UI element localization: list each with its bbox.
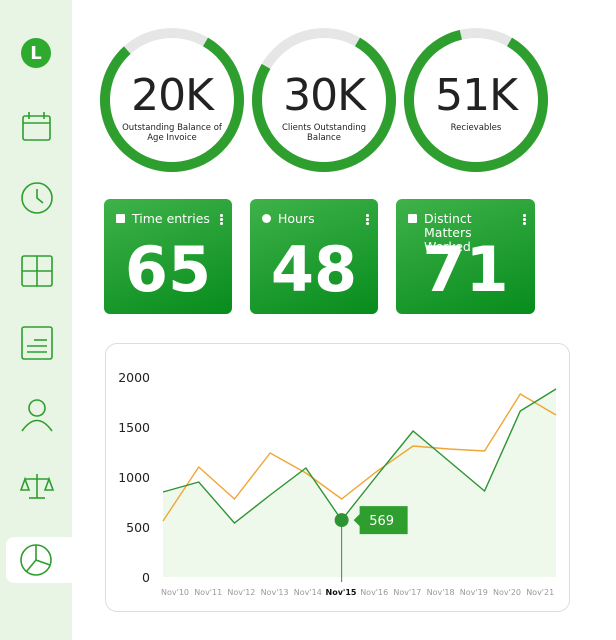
card-icon	[408, 214, 417, 223]
logo[interactable]	[21, 38, 51, 68]
card-icon	[262, 214, 271, 223]
x-tick-label: Nov'15	[326, 588, 357, 597]
gauge-label: Clients Outstanding Balance	[281, 123, 367, 143]
x-tick-label: Nov'11	[194, 588, 222, 597]
active-item[interactable]	[6, 537, 78, 583]
series-line	[162, 388, 557, 524]
logo-text: L	[30, 43, 41, 64]
tooltip	[353, 506, 408, 535]
user-icon[interactable]	[21, 399, 53, 432]
gauge-value: 51K	[435, 70, 518, 121]
card-value: 71	[422, 233, 509, 306]
gauge-value: 20K	[131, 70, 214, 121]
gauge-arc	[252, 28, 396, 172]
x-tick-label: Nov'19	[460, 588, 488, 597]
card-value: 65	[124, 233, 212, 306]
series-line	[162, 393, 557, 522]
stat-card: Time entries 65	[104, 199, 232, 314]
gauge-value: 30K	[283, 70, 366, 121]
y-tick-label: 1000	[118, 470, 150, 485]
y-tick-label: 1500	[118, 420, 150, 435]
gauges	[100, 28, 548, 172]
y-tick-label: 500	[126, 520, 150, 535]
x-tick-label: Nov'17	[393, 588, 421, 597]
chart-icon	[20, 544, 52, 576]
y-tick-label: 0	[142, 570, 150, 585]
stat-card: Distinct Matters Worked 71	[396, 199, 535, 314]
stat-card: Hours 48	[250, 199, 378, 314]
card-value: 48	[270, 233, 358, 306]
calendar-icon[interactable]	[22, 112, 51, 141]
y-tick-label: 2000	[118, 370, 150, 385]
card-menu[interactable]	[523, 214, 526, 226]
gauge-label: Outstanding Balance of Age Invoice	[122, 123, 222, 143]
scales-icon[interactable]	[19, 474, 55, 499]
area-fill	[163, 389, 556, 577]
card-menu[interactable]	[220, 214, 223, 226]
x-tick-label: Nov'21	[526, 588, 554, 597]
sidebar: L	[0, 0, 78, 640]
gauge-arc	[404, 28, 548, 172]
clock-icon[interactable]	[21, 182, 53, 214]
x-tick-label: Nov'20	[493, 588, 521, 597]
highlight-point	[334, 513, 349, 528]
calculator-icon[interactable]	[21, 255, 53, 287]
gauge-label: Recievables	[450, 123, 502, 133]
card-menu[interactable]	[366, 214, 369, 226]
x-tick-label: Nov'16	[360, 588, 388, 597]
sidebar-icons: L	[6, 38, 78, 583]
gauge-arc	[100, 28, 244, 172]
x-tick-label: Nov'10	[161, 588, 189, 597]
card-title: Time entries	[132, 211, 210, 226]
card-icon	[116, 214, 125, 223]
x-tick-label: Nov'12	[227, 588, 255, 597]
x-tick-label: Nov'13	[261, 588, 289, 597]
tooltip-value: 569	[369, 514, 394, 529]
x-tick-label: Nov'14	[294, 588, 322, 597]
card-title: Hours	[278, 211, 315, 226]
x-tick-label: Nov'18	[427, 588, 455, 597]
chart-card	[105, 343, 570, 612]
invoice-icon[interactable]	[21, 326, 53, 360]
card-title: Distinct Matters Worked	[424, 211, 472, 254]
